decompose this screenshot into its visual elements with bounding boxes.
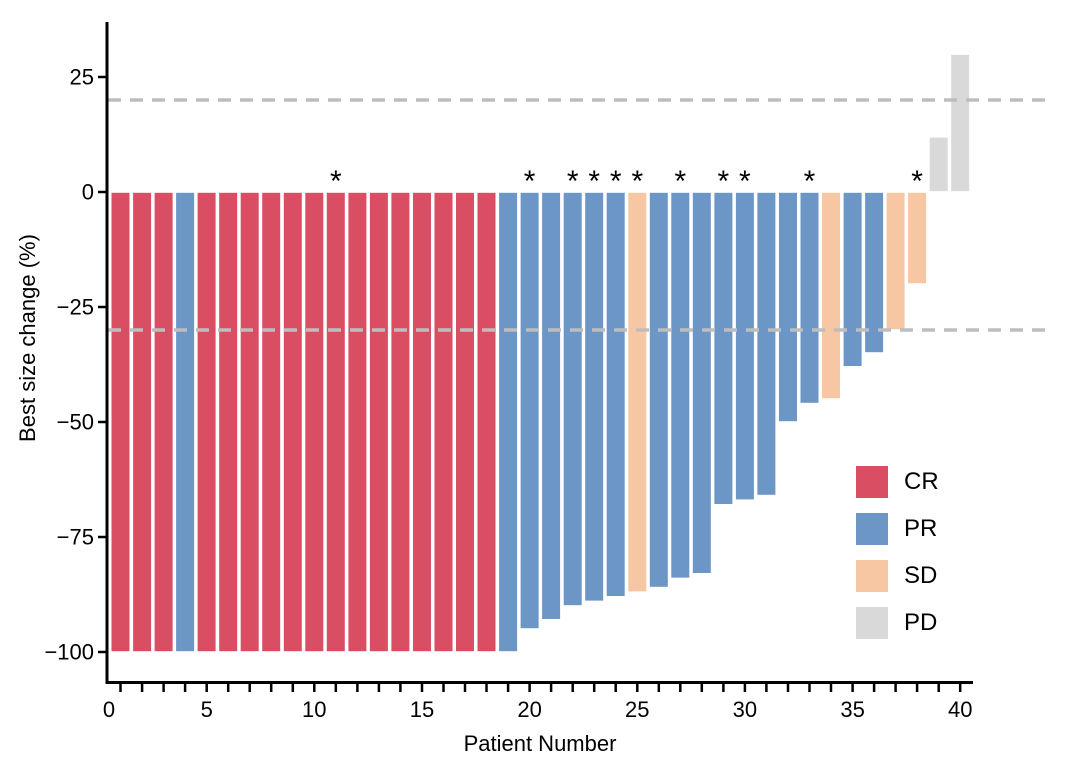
legend-swatch-sd	[856, 560, 888, 592]
bar-patient-22	[562, 191, 584, 607]
legend-swatch-cr	[856, 466, 888, 498]
bar-patient-38	[906, 191, 928, 285]
bar-patient-11	[325, 191, 347, 653]
bar-patient-39	[928, 136, 950, 193]
x-tick-label-0: 0	[103, 697, 115, 722]
bar-patient-24	[605, 191, 627, 598]
legend-label-sd: SD	[904, 562, 938, 589]
y-tick-label--50: −50	[57, 410, 94, 435]
bar-patient-23	[583, 191, 605, 603]
legend-label-pr: PR	[904, 515, 938, 542]
asterisk-patient-30: *	[739, 165, 751, 198]
bar-patient-14	[389, 191, 412, 653]
asterisk-patient-38: *	[911, 165, 923, 198]
bar-patient-9	[282, 191, 304, 653]
x-tick-label-20: 20	[517, 697, 541, 722]
x-tick-label-35: 35	[840, 697, 864, 722]
bar-patient-27	[669, 191, 691, 580]
asterisk-patient-23: *	[588, 165, 600, 198]
bar-patient-26	[648, 191, 670, 589]
bar-patient-32	[777, 191, 799, 423]
bar-patient-18	[475, 191, 498, 653]
y-tick-label--100: −100	[44, 640, 94, 665]
bar-patient-7	[239, 191, 261, 653]
bar-patient-37	[884, 191, 907, 331]
asterisk-patient-27: *	[674, 165, 686, 198]
bar-patient-8	[260, 191, 282, 653]
bar-patient-20	[518, 191, 541, 630]
bar-patient-25	[626, 191, 648, 594]
asterisk-patient-11: *	[330, 165, 342, 198]
bar-patient-2	[131, 191, 153, 653]
bar-patient-3	[153, 191, 175, 653]
y-tick-label--75: −75	[57, 525, 94, 550]
bar-patient-40	[949, 53, 971, 193]
x-tick-label-30: 30	[733, 697, 757, 722]
bar-patient-10	[303, 191, 325, 653]
x-tick-label-40: 40	[948, 697, 972, 722]
legend-swatch-pd	[856, 607, 888, 639]
bar-patient-17	[454, 191, 476, 653]
asterisk-patient-20: *	[524, 165, 536, 198]
legend-swatch-pr	[856, 513, 888, 545]
bar-patient-4	[174, 191, 196, 653]
bar-patient-16	[432, 191, 455, 653]
bar-patient-5	[196, 191, 218, 653]
y-axis-title: Best size change (%)	[15, 234, 40, 442]
x-tick-label-25: 25	[625, 697, 649, 722]
y-tick-label-25: 25	[70, 65, 94, 90]
asterisk-patient-25: *	[631, 165, 643, 198]
bar-patient-6	[217, 191, 239, 653]
bar-patient-28	[691, 191, 713, 575]
bar-patient-31	[755, 191, 777, 497]
bar-patient-35	[841, 191, 864, 368]
bar-patient-19	[497, 191, 519, 653]
bar-patient-15	[411, 191, 433, 653]
bar-patient-30	[734, 191, 756, 502]
bar-patient-34	[820, 191, 842, 400]
asterisk-patient-33: *	[804, 165, 816, 198]
bar-patient-13	[368, 191, 390, 653]
y-tick-label-0: 0	[82, 180, 94, 205]
bar-patient-12	[346, 191, 369, 653]
asterisk-patient-22: *	[567, 165, 579, 198]
x-tick-label-10: 10	[302, 697, 326, 722]
legend: CR PR SD PD	[856, 466, 939, 639]
bar-patient-1	[109, 191, 132, 653]
legend-label-cr: CR	[904, 468, 939, 495]
bar-patient-36	[863, 191, 885, 354]
legend-item-cr: CR	[856, 466, 939, 498]
asterisk-patient-24: *	[610, 165, 622, 198]
legend-item-sd: SD	[856, 560, 939, 592]
bar-patient-29	[712, 191, 734, 506]
bar-patient-21	[540, 191, 562, 621]
bar-patient-33	[798, 191, 821, 405]
asterisk-patient-29: *	[718, 165, 730, 198]
legend-label-pd: PD	[904, 609, 938, 636]
x-axis-title: Patient Number	[463, 731, 617, 756]
legend-item-pr: PR	[856, 513, 939, 545]
x-tick-label-5: 5	[201, 697, 213, 722]
y-tick-label--25: −25	[57, 295, 94, 320]
x-tick-label-15: 15	[410, 697, 434, 722]
legend-item-pd: PD	[856, 607, 939, 639]
